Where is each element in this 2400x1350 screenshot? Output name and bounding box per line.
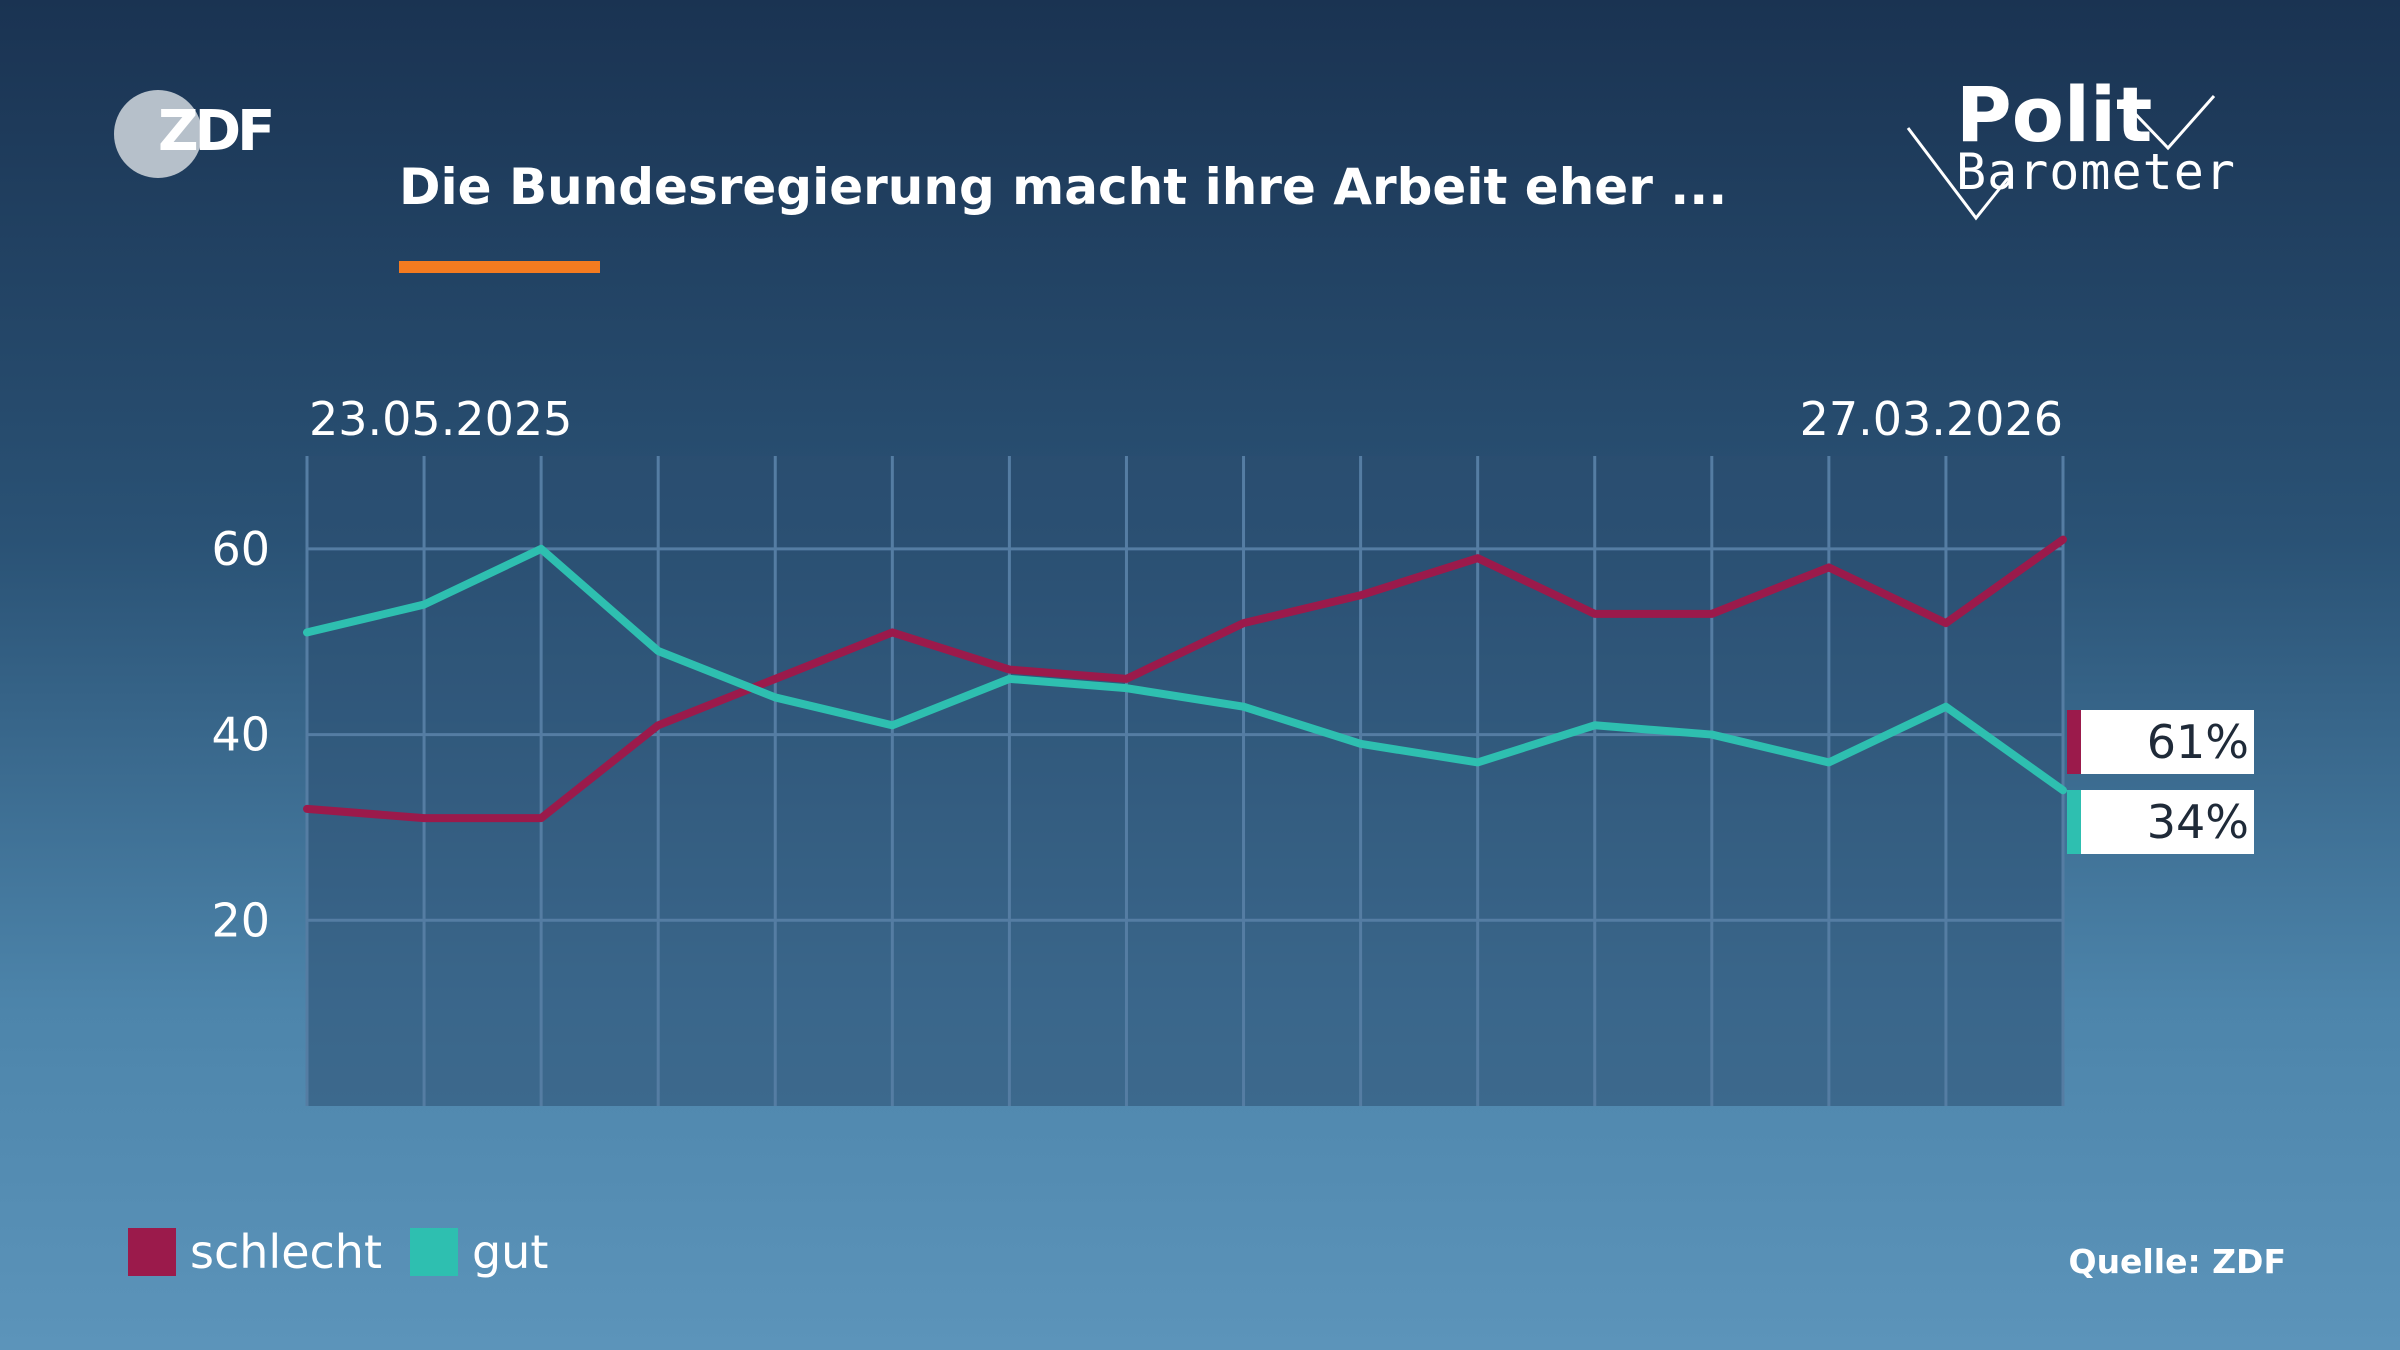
x-label-last: 27.03.2026: [1800, 392, 2063, 446]
y-tick-label: 40: [211, 708, 270, 762]
zdf-logo-text: ZDF: [158, 99, 275, 164]
vertical-grid: [305, 456, 2065, 1106]
politbarometer-logo-line1: Polit: [1956, 70, 2153, 159]
politbarometer-logo-line2: Barometer: [1956, 143, 2236, 201]
y-tick-label: 60: [211, 522, 270, 576]
end-label-gut: 34%: [2067, 790, 2254, 854]
end-labels: 61%34%: [2067, 710, 2254, 854]
zdf-logo-circle: [114, 90, 202, 178]
plot-area: [307, 456, 2063, 1106]
legend-label-schlecht: schlecht: [190, 1225, 382, 1279]
series-line-schlecht: [303, 535, 2067, 823]
end-label-value: 34%: [2147, 795, 2249, 849]
legend-label-gut: gut: [471, 1225, 549, 1279]
politbarometer-logo: Polit Barometer: [1900, 70, 2240, 230]
legend-item-gut: gut: [409, 1225, 549, 1279]
zdf-logo: ZDF: [114, 90, 275, 180]
legend-swatch-schlecht: [128, 1228, 176, 1276]
series-line-gut: [303, 544, 2067, 795]
legend: schlecht gut: [128, 1225, 576, 1279]
y-axis-ticks: 20 40 60: [211, 522, 270, 947]
end-label-value: 61%: [2147, 715, 2249, 769]
politbarometer-check-icon: [1906, 95, 2216, 221]
y-tick-label: 20: [211, 893, 270, 947]
chart-title: Die Bundesregierung macht ihre Arbeit eh…: [399, 158, 1728, 216]
end-label-box: [2067, 710, 2254, 774]
series-lines: [303, 535, 2067, 823]
zdf-logo-letters: ZDF: [158, 99, 275, 164]
end-label-swatch: [2067, 710, 2081, 774]
x-label-first: 23.05.2025: [309, 392, 572, 446]
end-label-schlecht: 61%: [2067, 710, 2254, 774]
legend-swatch-gut: [409, 1228, 458, 1276]
source-note: Quelle: ZDF: [2068, 1242, 2286, 1281]
end-label-box: [2067, 790, 2254, 854]
title-accent-bar: [399, 261, 600, 273]
legend-item-schlecht: schlecht: [128, 1225, 382, 1279]
end-label-swatch: [2067, 790, 2081, 854]
horizontal-grid: [307, 547, 2063, 922]
